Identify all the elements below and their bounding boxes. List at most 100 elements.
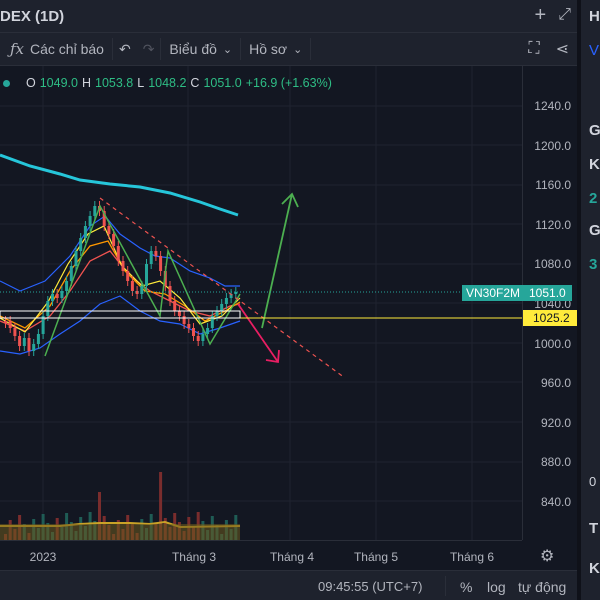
panel-letter: K [589,156,600,173]
price-tick: 920.0 [540,415,571,430]
title-bar: DEX (1D) + ⤢ [0,0,577,32]
candle [187,324,191,328]
status-divider [445,576,446,596]
candle [126,271,130,281]
candle [65,281,69,291]
price-tick: 1080.0 [534,257,571,272]
volume-bar [98,492,101,540]
price-tick: 960.0 [540,376,571,391]
candle [13,328,17,336]
symbol-tag: VN30F2M [462,285,525,301]
fullscreen-icon[interactable]: ⛶ [528,40,540,57]
candle [182,316,186,324]
chart-panel: DEX (1D) + ⤢ ƒx Các chỉ báo ↶ ↷ Biểu đồ … [0,0,580,600]
redo-button[interactable]: ↷ [137,33,161,65]
level-tag: 1025.2 [523,310,580,326]
low-value: 1048.2 [148,76,187,90]
candle [173,301,177,311]
panel-letter: G [589,222,600,239]
price-axis[interactable]: 1240.0 1200.0 1160.0 1120.0 1080.0 1040.0 1000… [522,66,577,540]
candle [107,226,111,234]
candle [51,294,54,301]
candle [215,311,219,316]
candle [27,338,31,351]
auto-toggle[interactable]: tự động [518,579,567,595]
grid [0,66,522,540]
candle [74,251,78,266]
toolbar-divider [160,38,162,60]
price-tick: 1120.0 [535,217,571,232]
close-key: C [190,76,200,90]
chevron-down-icon: ⌄ [222,43,233,56]
high-key: H [81,76,91,90]
candle [192,328,195,336]
candle [234,292,238,294]
candle [201,334,205,341]
price-tick: 840.0 [540,495,571,509]
band-upper [0,215,240,292]
candle [220,304,224,311]
chart-title: DEX (1D) [0,7,65,25]
time-axis[interactable]: 2023 Tháng 3 Tháng 4 Tháng 5 Tháng 6 ⚙ [0,540,554,570]
candle [102,211,106,226]
candle [112,234,116,246]
ma-orange [0,240,241,329]
price-tick: 1200.0 [534,138,571,153]
last-price-tag: 1051.0 [523,285,572,301]
panel-letter: T [589,520,599,537]
candle [18,336,22,346]
panel-letter: 3 [589,256,598,273]
log-toggle[interactable]: log [487,579,506,595]
expand-icon[interactable]: ⤢ [558,6,571,23]
band-lower [0,295,241,355]
settings-gear-icon[interactable]: ⚙ [540,548,555,565]
candle [41,316,45,334]
candle [130,281,134,291]
high-value: 1053.8 [95,76,134,90]
toolbar-divider [310,38,312,60]
right-side-panel: H V G K 2 G 3 0 T K [577,0,600,600]
candle [22,338,26,346]
close-value: 1051.0 [203,76,242,90]
panel-letter: H [589,8,600,25]
open-value: 1049.0 [39,76,78,90]
profile-dropdown[interactable]: Hồ sơ ⌄ [241,33,310,65]
toolbar-right: ⛶ ⋖ [528,33,569,65]
projection-up-head [281,192,299,208]
candle [196,336,200,341]
plus-icon[interactable]: + [534,4,547,26]
status-bar: 09:45:55 (UTC+7) % log tự động [0,570,577,600]
share-icon[interactable]: ⋖ [555,41,569,58]
panel-letter: G [589,122,600,139]
volume-area [0,524,240,540]
candle [135,291,139,294]
panel-letter: 2 [589,190,598,207]
candle [46,301,50,316]
candle [116,246,120,261]
candle [210,316,214,328]
candle [4,321,7,323]
candle [32,344,36,351]
candle [149,251,153,264]
indicators-label: Các chỉ báo [30,41,104,57]
candle [206,328,210,334]
candle [83,226,87,238]
panel-letter: 0 [589,474,597,489]
price-chart[interactable] [0,66,522,540]
indicators-button[interactable]: ƒx Các chỉ báo [0,33,112,65]
candle [145,264,148,286]
time-tick: Tháng 4 [269,550,315,564]
candle [60,291,64,298]
status-dot [3,79,10,87]
candle [55,294,59,298]
candle [93,206,97,216]
chart-type-dropdown[interactable]: Biểu đồ ⌄ [161,33,240,65]
toolbar-divider [240,38,242,60]
candle [8,321,12,328]
price-tick: 1240.0 [534,99,571,113]
percent-toggle[interactable]: % [460,579,473,595]
panel-letter: V [589,42,600,59]
undo-button[interactable]: ↶ [113,33,137,65]
candle [140,286,144,294]
